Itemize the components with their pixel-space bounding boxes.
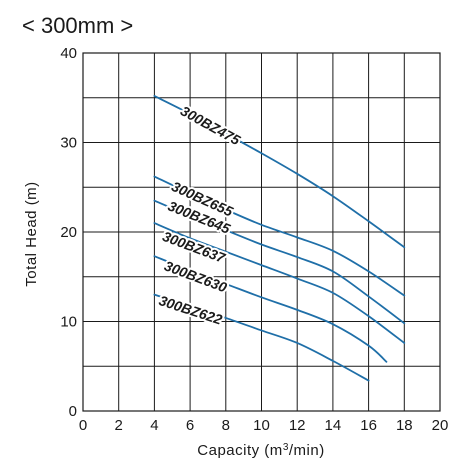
series-line-300bz645 [153,199,406,325]
x-axis-label-text: Capacity (m [197,442,283,459]
series-line-300bz637 [153,222,406,344]
x-tick-label: 12 [289,417,306,434]
x-tick-label: 0 [79,417,87,434]
grid [82,52,441,412]
series-label-text: 300BZ475 [178,103,243,149]
x-tick-label: 2 [115,417,123,434]
series-lines [153,95,406,382]
x-tick-label: 6 [186,417,194,434]
series-labels: 300BZ475300BZ475300BZ655300BZ655300BZ645… [155,101,245,330]
y-tick-label: 30 [60,135,77,152]
series-label-text: 300BZ622 [157,292,224,328]
plot-frame [82,52,441,412]
x-tick-label: 14 [325,417,342,434]
chart-title: < 300mm > [22,13,133,38]
x-tick-label: 16 [360,417,377,434]
x-tick-label: 8 [222,417,230,434]
y-tick-label: 10 [60,314,77,331]
x-tick-label: 10 [253,417,270,434]
y-tick-label: 20 [60,224,77,241]
x-axis-label-unit: /min) [289,442,325,459]
y-tick-label: 0 [69,403,77,420]
x-axis-label-superscript: 3 [283,442,289,453]
x-tick-label: 18 [396,417,413,434]
x-axis-label: Capacity (m3/min) [197,442,324,460]
series-line-300bz655 [153,175,406,297]
series-line-300bz475 [153,95,406,249]
series-line-300bz622 [153,293,370,382]
y-tick-label: 40 [60,45,77,62]
tick-labels: 0 2 4 6 8 10 12 14 16 18 20 0 10 20 30 40 [60,45,448,434]
x-tick-label: 4 [150,417,158,434]
series-line-300bz630 [153,255,388,363]
y-axis-label: Total Head (m) [23,181,40,286]
x-tick-label: 20 [432,417,449,434]
